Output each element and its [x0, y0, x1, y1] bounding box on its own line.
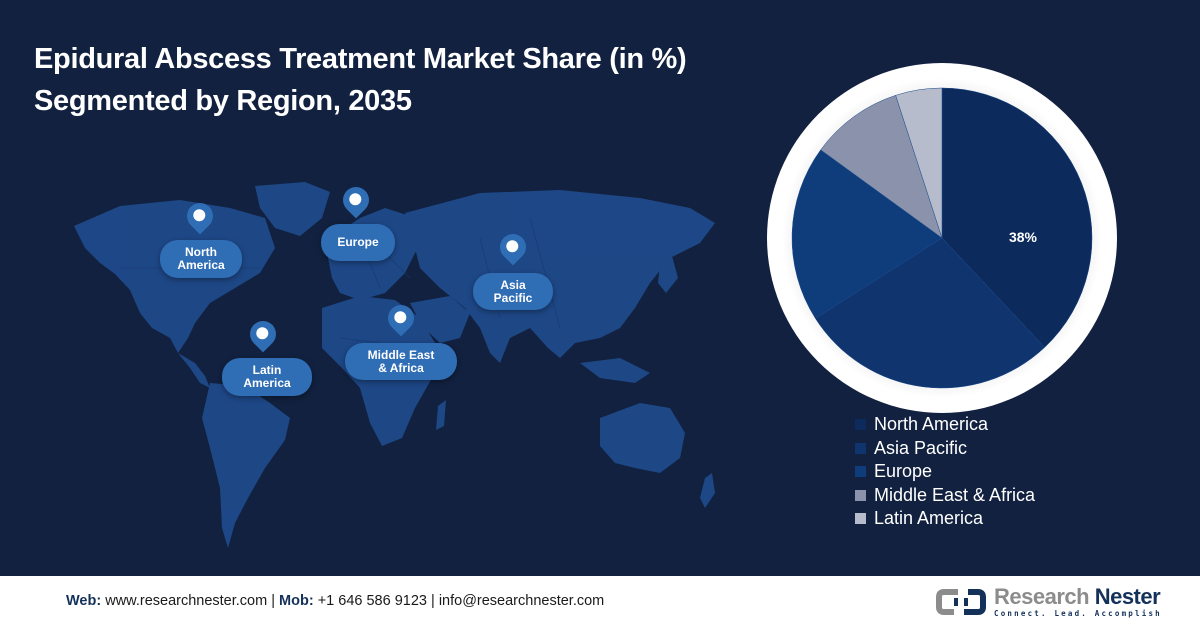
pie-slice-asia-pacific [815, 237, 1046, 389]
web-label: Web: [66, 593, 102, 609]
separator: | [431, 593, 435, 609]
contact-info: Web: www.researchnester.com | Mob: +1 64… [66, 593, 604, 609]
separator: | [271, 593, 276, 609]
legend-item-latin-america: Latin America [855, 507, 1035, 531]
legend-item-asia-pacific: Asia Pacific [855, 437, 1035, 461]
world-map: North America Europe Asia Pacific Latin … [60, 178, 740, 558]
web-link[interactable]: www.researchnester.com [105, 593, 268, 609]
legend-item-north-america: North America [855, 413, 1035, 437]
pie-slice-middle-east-africa [820, 95, 943, 239]
email-link[interactable]: info@researchnester.com [438, 593, 605, 609]
logo-text: Research Nester Connect. Lead. Accomplis… [994, 586, 1162, 618]
title-line-2: Segmented by Region, 2035 [34, 85, 412, 117]
page-title: Epidural Abscess Treatment Market Share … [34, 38, 687, 122]
legend-item-middle-east-africa: Middle East & Africa [855, 484, 1035, 508]
legend-label: Middle East & Africa [874, 484, 1036, 505]
pie-slice-europe [791, 149, 943, 319]
legend-swatch [855, 489, 866, 501]
logo-icon [936, 589, 986, 615]
region-label-north-america: North America [160, 240, 242, 278]
infographic-canvas: Epidural Abscess Treatment Market Share … [0, 0, 1200, 576]
legend-item-europe: Europe [855, 460, 1035, 484]
pie-slices [791, 87, 1093, 389]
logo-tagline: Connect. Lead. Accomplish [994, 609, 1162, 619]
mobile-label: Mob: [279, 593, 314, 609]
legend-swatch [855, 419, 866, 431]
mobile-number[interactable]: +1 646 586 9123 [317, 593, 427, 609]
legend-swatch [855, 442, 866, 454]
pie-slice-north-america [941, 87, 1093, 348]
legend-label: North America [874, 414, 989, 435]
research-nester-logo[interactable]: Research Nester Connect. Lead. Accomplis… [936, 584, 1162, 620]
pie-chart-graphic: 38% [767, 63, 1117, 413]
title-line-1: Epidural Abscess Treatment Market Share … [34, 43, 687, 75]
region-label-middle-east-africa: Middle East & Africa [345, 343, 457, 380]
region-label-latin-america: Latin America [222, 358, 312, 396]
legend-swatch [855, 513, 866, 525]
pie-slice-latin-america [895, 87, 943, 239]
pie-data-label-north-america: 38% [1009, 229, 1038, 245]
region-label-europe: Europe [321, 224, 395, 261]
legend-label: Europe [874, 461, 933, 482]
chart-legend: North America Asia Pacific Europe Middle… [855, 413, 1035, 531]
pie-chart: 38% [767, 63, 1117, 413]
footer: Web: www.researchnester.com | Mob: +1 64… [0, 576, 1200, 628]
logo-name-research: Research [994, 584, 1090, 610]
region-label-asia-pacific: Asia Pacific [473, 273, 553, 310]
logo-name-nester: Nester [1094, 584, 1161, 610]
legend-label: Asia Pacific [874, 437, 968, 458]
legend-label: Latin America [874, 508, 984, 529]
legend-swatch [855, 466, 866, 478]
